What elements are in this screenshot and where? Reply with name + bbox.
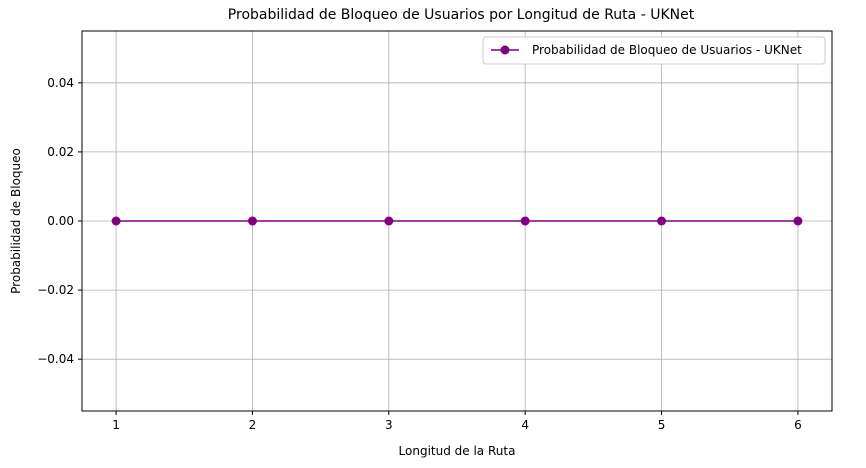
data-point (111, 216, 121, 226)
data-point (793, 216, 803, 226)
x-tick-label: 2 (249, 418, 257, 432)
chart-title: Probabilidad de Bloqueo de Usuarios por … (228, 7, 695, 23)
y-axis-label: Probabilidad de Bloqueo (9, 148, 23, 294)
data-point (384, 216, 394, 226)
y-tick-label: 0.04 (47, 76, 74, 90)
x-tick-label: 5 (658, 418, 666, 432)
x-axis-label: Longitud de la Ruta (399, 444, 516, 458)
x-tick-label: 3 (385, 418, 393, 432)
series-group (111, 216, 803, 226)
legend-label: Probabilidad de Bloqueo de Usuarios - UK… (532, 43, 802, 57)
legend: Probabilidad de Bloqueo de Usuarios - UK… (482, 36, 826, 65)
x-tick-label: 1 (112, 418, 120, 432)
x-axis: 1 2 3 4 5 6 (112, 411, 802, 432)
data-point (520, 216, 530, 226)
data-point (247, 216, 257, 226)
x-tick-label: 6 (794, 418, 802, 432)
data-point (657, 216, 667, 226)
y-tick-label: −0.02 (37, 283, 74, 297)
legend-marker (500, 45, 510, 55)
y-tick-label: −0.04 (37, 352, 74, 366)
y-tick-label: 0.00 (47, 214, 74, 228)
legend-box (482, 36, 826, 65)
y-axis: −0.04 −0.02 0.00 0.02 0.04 (37, 76, 82, 366)
x-tick-label: 4 (521, 418, 529, 432)
y-tick-label: 0.02 (47, 145, 74, 159)
